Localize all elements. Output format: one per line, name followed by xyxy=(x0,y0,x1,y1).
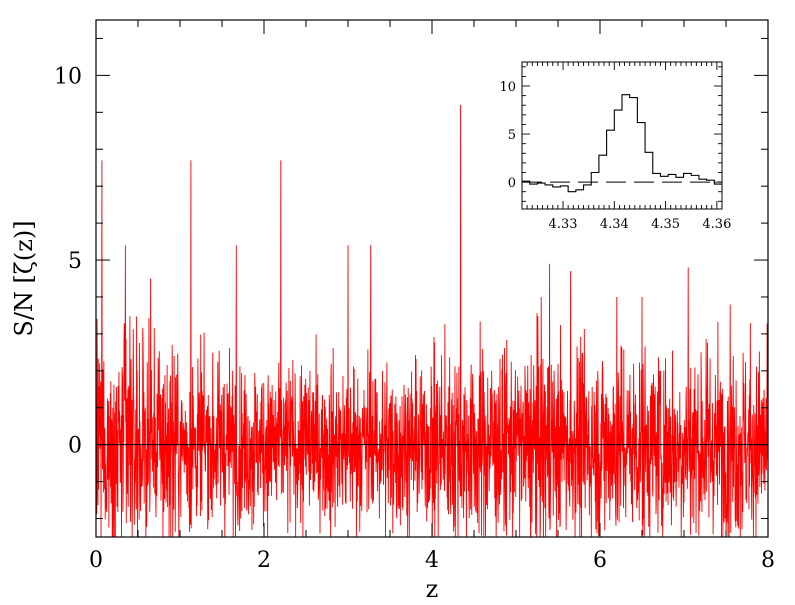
y-tick-label: 0 xyxy=(68,434,82,459)
y-tick-labels: 0 5 10 xyxy=(54,64,82,458)
inset-x-tick-label: 4.34 xyxy=(600,217,629,232)
x-tick-label: 0 xyxy=(89,548,103,573)
x-tick-labels: 0 2 4 6 8 xyxy=(89,548,775,573)
inset-axis-ticks xyxy=(521,62,723,209)
inset-x-tick-label: 4.33 xyxy=(549,217,578,232)
inset-frame xyxy=(521,61,723,210)
inset-y-tick-label: 10 xyxy=(499,80,516,95)
inset-x-tick-labels: 4.33 4.34 4.35 4.36 xyxy=(549,217,732,232)
y-axis-label: S/N [ζ(z)] xyxy=(10,220,38,336)
inset-background xyxy=(522,62,722,209)
noise-series-path xyxy=(95,104,769,538)
x-tick-label: 6 xyxy=(593,548,607,573)
inset-y-tick-labels: 0 5 10 xyxy=(499,80,516,191)
axis-ticks xyxy=(95,20,769,537)
y-tick-label: 5 xyxy=(68,249,82,274)
x-tick-label: 8 xyxy=(761,548,775,573)
x-tick-label: 2 xyxy=(257,548,271,573)
x-axis-label: z xyxy=(426,575,439,603)
y-tick-label: 10 xyxy=(54,64,82,89)
main-plot: 0 2 4 6 8 0 5 10 z S/N [ζ(z)] xyxy=(10,19,775,603)
x-tick-label: 4 xyxy=(425,548,439,573)
inset-x-tick-label: 4.36 xyxy=(702,217,731,232)
series-line xyxy=(95,104,769,538)
inset-y-tick-label: 0 xyxy=(508,176,516,191)
inset-plot: 4.33 4.34 4.35 4.36 0 5 10 xyxy=(499,61,732,232)
inset-y-tick-label: 5 xyxy=(508,128,516,143)
inset-x-tick-label: 4.35 xyxy=(651,217,680,232)
inset-step-line xyxy=(522,94,722,193)
